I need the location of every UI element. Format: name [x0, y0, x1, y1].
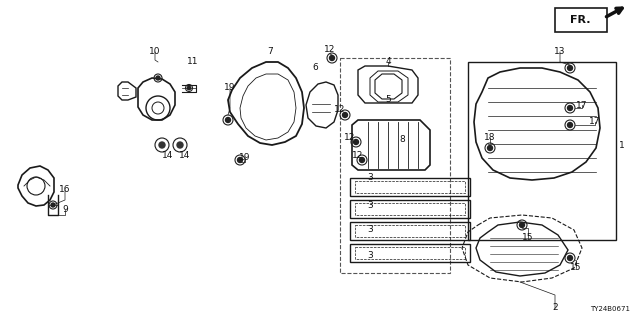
Circle shape	[342, 113, 348, 117]
Circle shape	[568, 123, 573, 127]
Text: 12: 12	[334, 106, 346, 115]
Circle shape	[188, 86, 191, 90]
Text: 5: 5	[385, 95, 391, 105]
Text: 3: 3	[367, 173, 373, 182]
Text: 4: 4	[385, 58, 391, 67]
Text: 12: 12	[324, 45, 336, 54]
Circle shape	[520, 222, 525, 228]
Text: 2: 2	[552, 303, 558, 313]
Text: 19: 19	[239, 154, 251, 163]
Text: 3: 3	[367, 251, 373, 260]
Circle shape	[159, 142, 165, 148]
Text: 8: 8	[399, 135, 405, 145]
Text: 16: 16	[60, 186, 71, 195]
Circle shape	[156, 76, 160, 80]
Bar	[355, 225, 465, 237]
Circle shape	[330, 55, 335, 60]
Text: 15: 15	[522, 234, 534, 243]
Bar	[355, 247, 465, 259]
Circle shape	[225, 117, 230, 123]
Circle shape	[568, 255, 573, 260]
Circle shape	[568, 66, 573, 70]
Bar	[355, 181, 465, 193]
Text: FR.: FR.	[570, 15, 591, 25]
Circle shape	[360, 157, 365, 163]
Circle shape	[237, 157, 243, 163]
Bar	[555, 8, 607, 32]
Text: 1: 1	[619, 140, 625, 149]
Bar	[350, 222, 470, 240]
Text: 18: 18	[484, 133, 496, 142]
Circle shape	[177, 142, 183, 148]
Bar	[340, 58, 450, 273]
Bar	[355, 203, 465, 215]
Text: 14: 14	[163, 150, 173, 159]
Bar	[350, 244, 470, 262]
Text: 19: 19	[224, 84, 236, 92]
Circle shape	[488, 146, 493, 150]
Circle shape	[51, 203, 55, 207]
Text: 11: 11	[188, 58, 199, 67]
Text: 7: 7	[267, 47, 273, 57]
Circle shape	[353, 140, 358, 145]
Text: 13: 13	[554, 47, 566, 57]
Bar	[350, 200, 470, 218]
Text: TY24B0671: TY24B0671	[590, 306, 630, 312]
Text: 3: 3	[367, 226, 373, 235]
Circle shape	[568, 106, 573, 110]
Text: 6: 6	[312, 63, 318, 73]
Bar	[350, 178, 470, 196]
Text: 10: 10	[149, 47, 161, 57]
Text: 9: 9	[62, 205, 68, 214]
Text: 17: 17	[589, 117, 601, 126]
Text: 14: 14	[179, 150, 191, 159]
Text: 12: 12	[344, 133, 356, 142]
Bar	[468, 62, 616, 240]
Text: 15: 15	[570, 263, 582, 273]
Text: 12: 12	[352, 150, 364, 159]
Text: 3: 3	[367, 201, 373, 210]
Text: 17: 17	[576, 100, 588, 109]
